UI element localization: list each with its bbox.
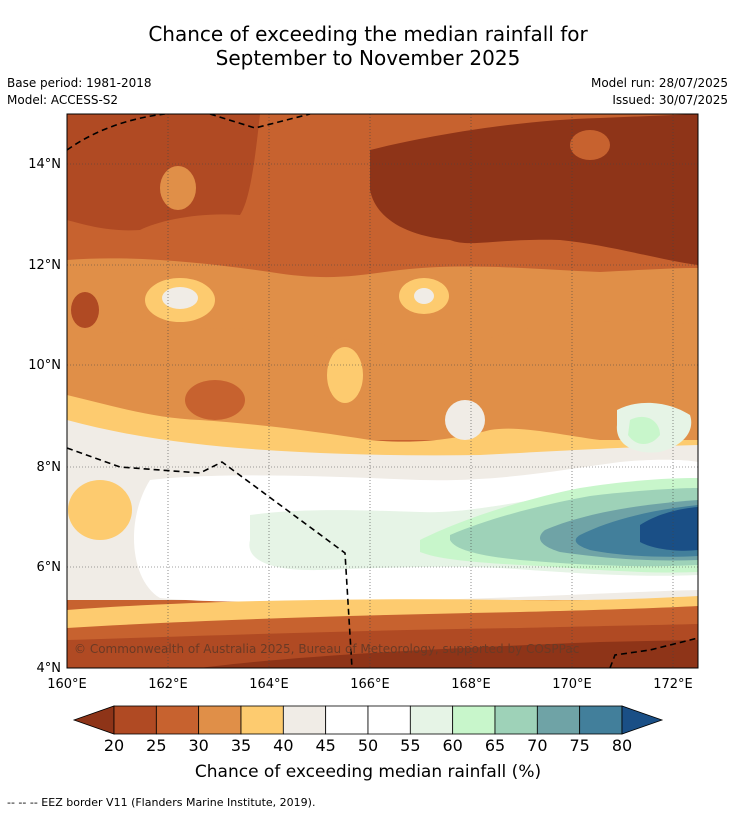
colorbar-arrow-high [621,705,664,735]
colorbar-tick-label: 65 [485,736,505,755]
colorbar-swatch [579,705,623,735]
colorbar-tick-label: 75 [569,736,589,755]
lat-label: 8°N [37,460,62,475]
colorbar-swatch [155,705,200,735]
title-line-2: September to November 2025 [215,46,521,70]
colorbar-swatch [113,705,157,735]
map-frame [66,113,699,669]
lon-label: 160°E [47,677,87,692]
lon-label: 164°E [249,677,289,692]
meta-left: Base period: 1981-2018 Model: ACCESS-S2 [7,75,152,109]
colorbar-swatch [536,705,581,735]
colorbar-tick-label: 50 [358,736,378,755]
lon-label: 172°E [653,677,693,692]
colorbar-swatch [409,705,454,735]
colorbar-tick-label: 80 [612,736,632,755]
title-line-1: Chance of exceeding the median rainfall … [148,22,588,46]
colorbar: 20 25 30 35 40 45 50 55 60 65 70 75 80 [72,705,664,755]
colorbar-tick-label: 40 [273,736,293,755]
copyright: © Commonwealth of Australia 2025, Bureau… [74,642,579,656]
model-run: Model run: 28/07/2025 [590,76,728,90]
lon-axis: 160°E 162°E 164°E 166°E 168°E 170°E 172°… [47,677,693,692]
model-name: Model: ACCESS-S2 [7,93,119,107]
colorbar-tick-label: 25 [146,736,166,755]
lat-label: 4°N [37,661,62,676]
colorbar-swatch [494,705,538,735]
eez-legend-note: -- -- -- EEZ border V11 (Flanders Marine… [7,796,316,809]
colorbar-swatch [198,705,242,735]
meta-right: Model run: 28/07/2025 Issued: 30/07/2025 [591,75,728,109]
eez-border [67,114,698,668]
lat-label: 6°N [37,560,62,575]
colorbar-label: Chance of exceeding median rainfall (%) [194,762,542,782]
lon-label: 162°E [148,677,188,692]
lat-axis: 14°N 12°N 10°N 8°N 6°N 4°N [28,157,61,676]
colorbar-swatch [240,705,284,735]
colorbar-swatch [452,705,496,735]
colorbar-tick-label: 35 [231,736,251,755]
lon-label: 166°E [350,677,390,692]
issued-date: Issued: 30/07/2025 [612,93,728,107]
colorbar-swatch [325,705,369,735]
colorbar-swatch [282,705,327,735]
lon-label: 168°E [451,677,491,692]
colorbar-tick-label: 30 [188,736,208,755]
colorbar-tick-label: 60 [442,736,462,755]
lat-label: 12°N [28,258,61,273]
lat-label: 10°N [28,358,61,373]
colorbar-tick-label: 45 [315,736,335,755]
map-field: © Commonwealth of Australia 2025, Bureau… [67,114,698,668]
colorbar-tick-label: 55 [400,736,420,755]
base-period: Base period: 1981-2018 [7,76,152,90]
colorbar-swatch [367,705,411,735]
rainfall-map: © Commonwealth of Australia 2025, Bureau… [28,113,699,755]
colorbar-arrow-low [72,705,115,735]
colorbar-tick-label: 70 [527,736,547,755]
chart-title: Chance of exceeding the median rainfall … [0,22,736,70]
lat-label: 14°N [28,157,61,172]
colorbar-tick-label: 20 [104,736,124,755]
lon-label: 170°E [552,677,592,692]
